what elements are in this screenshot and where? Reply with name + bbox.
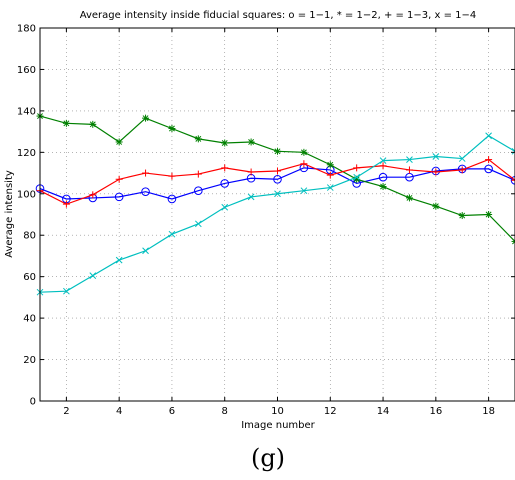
data-point — [379, 157, 387, 164]
data-point — [167, 194, 177, 204]
data-point — [485, 156, 493, 164]
data-point — [432, 153, 440, 160]
y-tick-label: 40 — [23, 314, 36, 325]
y-tick-label: 60 — [23, 272, 36, 283]
data-point — [273, 174, 282, 184]
y-tick-label: 80 — [23, 231, 36, 242]
data-point — [432, 202, 440, 210]
data-point — [458, 155, 466, 162]
y-tick-label: 20 — [23, 355, 36, 366]
data-point — [89, 191, 97, 199]
x-tick-label: 8 — [222, 406, 228, 417]
y-tick-label: 100 — [17, 189, 36, 200]
y-axis-label: Average intensity — [4, 170, 15, 258]
data-point — [300, 148, 308, 156]
data-point — [458, 212, 466, 220]
data-point — [142, 114, 150, 122]
data-point — [511, 147, 515, 155]
data-point — [63, 287, 70, 295]
data-point — [221, 139, 229, 147]
data-point — [485, 211, 493, 218]
x-tick-label: 18 — [482, 406, 495, 417]
x-tick-label: 4 — [116, 406, 122, 417]
data-point — [168, 125, 176, 133]
data-point — [168, 172, 176, 180]
y-tick-label: 160 — [17, 65, 36, 76]
y-tick-label: 180 — [17, 24, 36, 35]
data-point — [432, 168, 440, 176]
data-point — [274, 190, 281, 198]
data-point — [115, 175, 123, 183]
data-point — [89, 272, 97, 279]
data-point — [247, 168, 255, 176]
y-tick-label: 140 — [17, 106, 36, 117]
data-point — [194, 186, 203, 195]
data-point — [353, 164, 361, 172]
x-tick-label: 10 — [271, 406, 284, 417]
data-point — [89, 120, 97, 128]
data-point — [405, 166, 413, 174]
data-point — [300, 187, 308, 195]
data-point — [168, 230, 176, 238]
data-point — [485, 132, 492, 140]
data-point — [142, 247, 149, 255]
y-tick-label: 120 — [17, 148, 36, 159]
data-point — [115, 138, 123, 146]
data-point — [326, 161, 334, 169]
x-tick-label: 12 — [324, 406, 337, 417]
data-point — [274, 147, 281, 155]
data-point — [221, 203, 229, 211]
data-point — [220, 179, 230, 188]
data-point — [142, 169, 150, 177]
data-point — [379, 183, 387, 191]
data-point — [247, 138, 255, 146]
data-point — [458, 166, 466, 174]
data-point — [379, 162, 387, 170]
data-point — [194, 135, 202, 143]
x-tick-label: 16 — [429, 406, 442, 417]
data-point — [221, 164, 229, 172]
data-point — [274, 167, 281, 175]
data-point — [115, 256, 123, 264]
data-point — [62, 119, 70, 127]
series-x — [36, 132, 515, 296]
x-tick-label: 6 — [169, 406, 175, 417]
data-point — [484, 164, 493, 174]
x-tick-label: 14 — [377, 406, 390, 417]
x-tick-label: 2 — [63, 406, 69, 417]
series-plus — [36, 156, 515, 208]
data-point — [194, 170, 202, 178]
y-tick-label: 0 — [30, 397, 36, 408]
data-point — [326, 184, 334, 191]
data-point — [405, 194, 413, 202]
data-point — [114, 192, 124, 202]
data-point — [406, 156, 413, 163]
data-point — [378, 172, 388, 182]
figure-caption: (g) — [251, 444, 285, 472]
plot-area — [40, 28, 515, 401]
data-point — [194, 220, 202, 228]
chart-title: Average intensity inside fiducial square… — [80, 10, 477, 21]
data-point — [326, 171, 334, 179]
data-point — [511, 237, 515, 245]
data-point — [510, 176, 515, 185]
data-point — [511, 176, 515, 184]
data-point — [353, 173, 361, 181]
data-point — [247, 193, 255, 201]
data-point — [300, 160, 308, 168]
data-point — [141, 187, 150, 197]
series-group — [35, 112, 515, 296]
data-point — [62, 200, 70, 208]
x-axis-label: Image number — [241, 420, 315, 431]
